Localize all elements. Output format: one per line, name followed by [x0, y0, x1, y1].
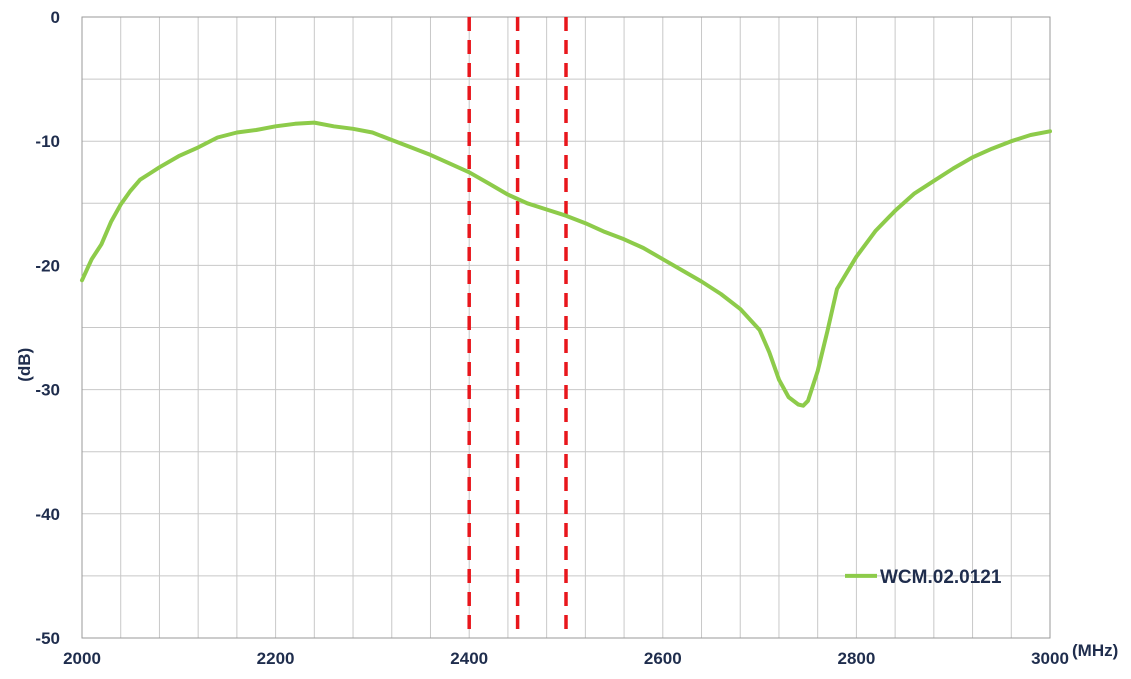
series-line-0: [80, 120, 1052, 408]
y-tick-label: 0: [51, 8, 60, 27]
y-tick-label: -40: [35, 505, 60, 524]
x-axis-label: (MHz): [1072, 641, 1118, 660]
legend: WCM.02.0121: [845, 567, 1002, 588]
axes: 2000 2200 2400 2600 2800 3000 (MHz) 0 -10 -20 -30 -…: [15, 8, 1118, 668]
x-tick-label: 2600: [644, 649, 682, 668]
y-tick-label: -30: [35, 381, 60, 400]
x-tick-label: 2000: [63, 649, 101, 668]
y-tick-label: -50: [35, 629, 60, 648]
x-tick-label: 3000: [1031, 649, 1069, 668]
series-layer: [80, 120, 1052, 408]
legend-label-0: WCM.02.0121: [880, 567, 1002, 588]
x-tick-label: 2400: [450, 649, 488, 668]
x-tick-label: 2200: [257, 649, 295, 668]
y-axis-label: (dB): [15, 348, 34, 382]
x-tick-label: 2800: [837, 649, 875, 668]
frequency-markers: [467, 17, 568, 638]
y-tick-label: -20: [35, 256, 60, 275]
y-tick-label: -10: [35, 132, 60, 151]
